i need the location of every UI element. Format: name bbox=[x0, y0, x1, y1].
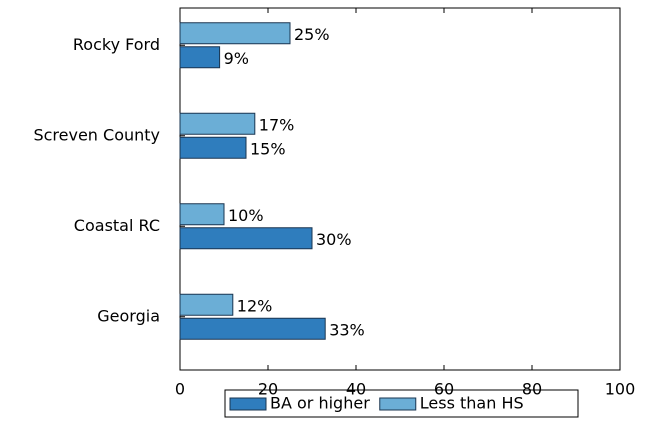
value-label: 17% bbox=[259, 115, 295, 134]
y-tick-label: Screven County bbox=[33, 125, 160, 144]
value-label: 33% bbox=[329, 320, 365, 339]
x-tick-label: 80 bbox=[522, 380, 542, 399]
bar bbox=[179, 22, 291, 45]
legend-swatch bbox=[379, 397, 417, 411]
legend-box bbox=[224, 389, 579, 418]
value-label: 12% bbox=[237, 296, 273, 315]
bar bbox=[179, 293, 234, 316]
value-label: 15% bbox=[250, 139, 286, 158]
bar bbox=[179, 317, 326, 340]
value-label: 9% bbox=[224, 49, 249, 68]
y-tick-label: Georgia bbox=[97, 306, 160, 325]
plot-frame bbox=[179, 7, 621, 371]
value-label: 25% bbox=[294, 25, 330, 44]
x-tick-label: 100 bbox=[605, 380, 636, 399]
y-tick-label: Rocky Ford bbox=[73, 35, 160, 54]
bar bbox=[179, 203, 225, 226]
bar bbox=[179, 112, 256, 135]
legend-label: BA or higher bbox=[270, 394, 370, 413]
x-tick-label: 40 bbox=[346, 380, 366, 399]
value-label: 30% bbox=[316, 230, 352, 249]
x-tick-label: 0 bbox=[175, 380, 185, 399]
x-tick-label: 60 bbox=[434, 380, 454, 399]
x-tick-label: 20 bbox=[258, 380, 278, 399]
value-label: 10% bbox=[228, 206, 264, 225]
legend-swatch bbox=[229, 397, 267, 411]
legend-label: Less than HS bbox=[420, 394, 524, 413]
bar bbox=[179, 227, 313, 250]
bar bbox=[179, 46, 221, 69]
y-tick-label: Coastal RC bbox=[74, 216, 160, 235]
bar bbox=[179, 136, 247, 159]
